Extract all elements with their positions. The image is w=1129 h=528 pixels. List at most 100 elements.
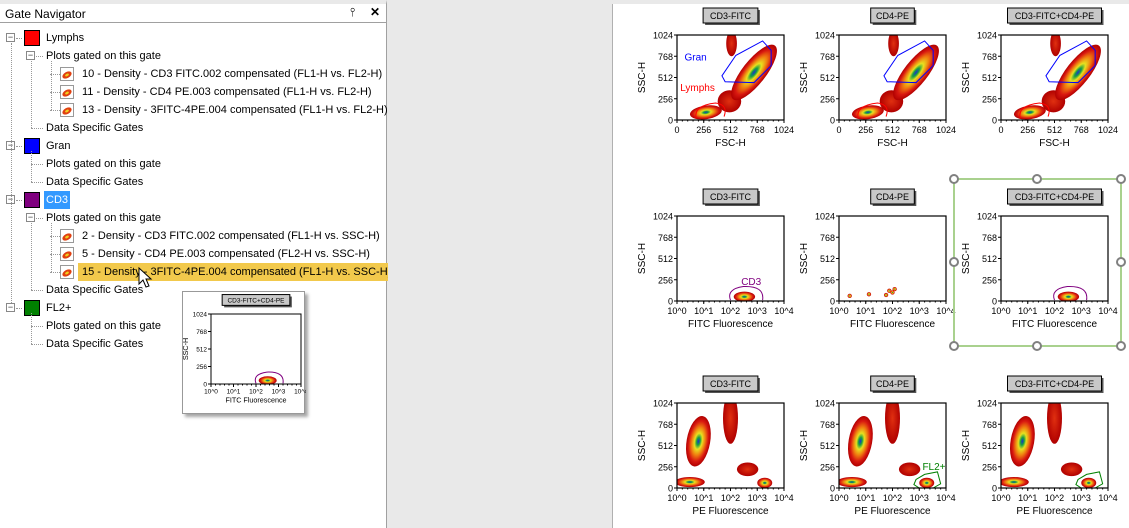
collapse-toggle-icon[interactable]: − bbox=[6, 140, 15, 150]
tree-node-label[interactable]: Data Specific Gates bbox=[46, 122, 144, 134]
gate-label: Gran bbox=[684, 53, 706, 64]
plot-data bbox=[677, 403, 773, 488]
tick-label: 1024 bbox=[653, 31, 673, 41]
plot-title-box bbox=[870, 188, 915, 205]
plot-link[interactable]: 13 - Density - 3FITC-4PE.004 compensated… bbox=[82, 104, 388, 116]
cd3-gate bbox=[254, 371, 284, 384]
y-axis-label: SSC-H bbox=[799, 243, 810, 274]
resize-handle[interactable] bbox=[949, 341, 959, 351]
plot-data bbox=[729, 286, 764, 301]
y-axis-label: SSC-H bbox=[637, 430, 648, 461]
event-dot bbox=[883, 292, 889, 298]
tree-line bbox=[51, 61, 52, 110]
tick-label: 512 bbox=[982, 73, 997, 83]
tick-label: 10^0 bbox=[991, 493, 1010, 503]
tick-label: 10^2 bbox=[883, 306, 902, 316]
close-icon[interactable]: ✕ bbox=[370, 5, 381, 19]
density-plot-icon bbox=[60, 247, 74, 261]
tick-label: 256 bbox=[982, 462, 997, 472]
tick-label: 256 bbox=[982, 94, 997, 104]
plot-link[interactable]: 5 - Density - CD4 PE.003 compensated (FL… bbox=[82, 248, 370, 260]
tick-label: 0 bbox=[668, 484, 673, 494]
tick-label: 10^0 bbox=[991, 306, 1010, 316]
gate-label[interactable]: Gran bbox=[46, 140, 71, 152]
tick-label: 10^3 bbox=[748, 306, 767, 316]
x-axis-label: FITC Fluorescence bbox=[225, 396, 286, 405]
plot-title-box bbox=[870, 7, 915, 24]
plot-title-box bbox=[1007, 188, 1102, 205]
resize-handle[interactable] bbox=[949, 174, 959, 184]
tree-line bbox=[31, 128, 43, 129]
tick-label: 512 bbox=[820, 73, 835, 83]
gate-color-swatch bbox=[24, 138, 40, 154]
tick-label: 0 bbox=[674, 125, 679, 135]
tick-label: 1024 bbox=[977, 399, 997, 409]
plot-frame bbox=[1000, 215, 1109, 302]
tree-node-label[interactable]: Plots gated on this gate bbox=[46, 158, 161, 170]
tick-label: 10^1 bbox=[1018, 493, 1037, 503]
lymphs-gate bbox=[695, 102, 726, 119]
tick-label: 10^1 bbox=[694, 306, 713, 316]
collapse-toggle-icon[interactable]: − bbox=[26, 212, 35, 222]
resize-handle[interactable] bbox=[1116, 341, 1126, 351]
density-blob bbox=[723, 403, 738, 444]
y-axis-label: SSC-H bbox=[961, 430, 972, 461]
collapse-toggle-icon[interactable]: − bbox=[6, 302, 15, 312]
tick-label: 256 bbox=[196, 364, 207, 371]
resize-handle[interactable] bbox=[1032, 174, 1042, 184]
gate-label[interactable]: Lymphs bbox=[46, 32, 85, 44]
panel-titlebar: Gate Navigator ⫯ ✕ bbox=[0, 4, 386, 23]
tick-label: 10^3 bbox=[272, 388, 286, 395]
pin-icon[interactable]: ⫯ bbox=[350, 5, 356, 19]
tick-label: 10^0 bbox=[204, 388, 218, 395]
tick-label: 768 bbox=[658, 233, 673, 243]
collapse-toggle-icon[interactable]: − bbox=[6, 32, 15, 42]
tree-node-label[interactable]: Data Specific Gates bbox=[46, 176, 144, 188]
tree-line bbox=[50, 272, 60, 273]
density-blob bbox=[757, 477, 773, 488]
plot-frame bbox=[676, 215, 785, 302]
y-axis-label: SSC-H bbox=[961, 243, 972, 274]
tree-node-label[interactable]: Plots gated on this gate bbox=[46, 320, 161, 332]
gate-label[interactable]: FL2+ bbox=[46, 302, 72, 314]
plot-link[interactable]: 10 - Density - CD3 FITC.002 compensated … bbox=[82, 68, 383, 80]
tree-node-label[interactable]: Data Specific Gates bbox=[46, 284, 144, 296]
gate-color-swatch bbox=[24, 300, 40, 316]
tick-label: 1024 bbox=[977, 212, 997, 222]
tick-label: 10^2 bbox=[1045, 493, 1064, 503]
plot-title: CD3-FITC bbox=[710, 192, 751, 202]
workspace-gap bbox=[388, 0, 612, 528]
tick-label: 768 bbox=[750, 125, 765, 135]
tick-label: 256 bbox=[658, 94, 673, 104]
tree-line bbox=[31, 313, 32, 344]
tree-node-label[interactable]: Data Specific Gates bbox=[46, 338, 144, 350]
plot-title-box bbox=[870, 375, 915, 392]
tree-line bbox=[31, 182, 43, 183]
plot-link[interactable]: 15 - Density - 3FITC-4PE.004 compensated… bbox=[78, 263, 396, 281]
collapse-toggle-icon[interactable]: − bbox=[6, 194, 15, 204]
tick-label: 0 bbox=[203, 382, 207, 389]
resize-handle[interactable] bbox=[1032, 341, 1042, 351]
tick-label: 10^2 bbox=[1045, 306, 1064, 316]
tree-node-label[interactable]: Plots gated on this gate bbox=[46, 50, 161, 62]
gate-label[interactable]: CD3 bbox=[44, 191, 71, 209]
resize-handle[interactable] bbox=[1116, 174, 1126, 184]
tick-label: 1024 bbox=[653, 399, 673, 409]
plot-data bbox=[839, 403, 942, 488]
plot-link[interactable]: 11 - Density - CD4 PE.003 compensated (F… bbox=[82, 86, 372, 98]
tick-label: 10^1 bbox=[856, 493, 875, 503]
density-blob bbox=[733, 291, 756, 301]
tick-label: 10^4 bbox=[1098, 493, 1117, 503]
tick-label: 10^3 bbox=[748, 493, 767, 503]
x-axis-label: PE Fluorescence bbox=[692, 506, 769, 517]
collapse-toggle-icon[interactable]: − bbox=[26, 50, 35, 60]
plot-data bbox=[1053, 286, 1088, 301]
density-blob bbox=[847, 416, 873, 467]
resize-handle[interactable] bbox=[1116, 257, 1126, 267]
plot-link[interactable]: 2 - Density - CD3 FITC.002 compensated (… bbox=[82, 230, 380, 242]
tick-label: 10^2 bbox=[721, 493, 740, 503]
resize-handle[interactable] bbox=[949, 257, 959, 267]
tree-node-label[interactable]: Plots gated on this gate bbox=[46, 212, 161, 224]
tick-label: 256 bbox=[820, 462, 835, 472]
gate-label: Lymphs bbox=[680, 83, 715, 94]
